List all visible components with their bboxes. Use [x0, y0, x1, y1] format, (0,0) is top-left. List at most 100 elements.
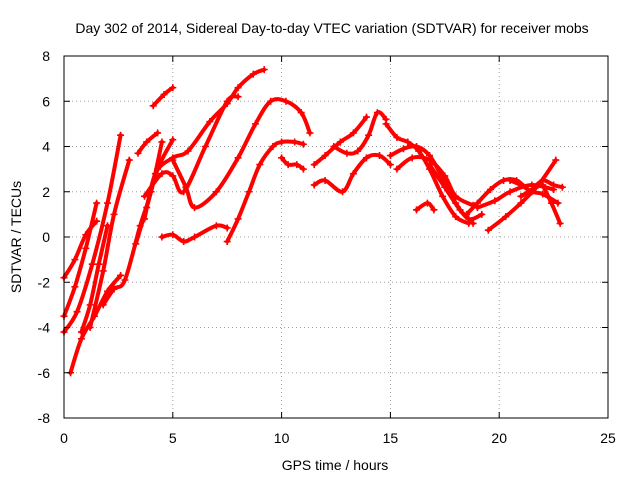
data-point — [393, 165, 401, 173]
data-point — [517, 181, 525, 189]
data-point — [528, 185, 536, 193]
data-point — [223, 224, 231, 232]
data-point — [339, 188, 347, 196]
data-point — [260, 66, 268, 74]
data-point — [413, 143, 421, 150]
data-point — [399, 145, 407, 153]
data-point — [306, 129, 314, 137]
data-point — [484, 226, 492, 234]
data-point — [82, 244, 90, 252]
data-point — [169, 84, 177, 92]
data-point — [158, 233, 166, 241]
data-point — [439, 192, 447, 200]
data-point — [169, 172, 177, 180]
data-point — [234, 84, 242, 92]
data-point — [104, 199, 112, 207]
data-point — [267, 97, 275, 105]
data-point — [452, 192, 460, 200]
y-tick-label: -6 — [38, 365, 51, 381]
data-point — [430, 206, 438, 214]
y-tick-label: 0 — [42, 229, 50, 245]
data-point — [99, 267, 107, 275]
y-tick-label: 6 — [42, 93, 50, 109]
data-point — [249, 70, 257, 78]
series-arc-f — [88, 158, 132, 330]
data-point — [149, 102, 157, 110]
data-point — [478, 210, 486, 218]
data-point — [117, 271, 125, 279]
data-point — [463, 210, 471, 218]
data-point — [506, 188, 514, 196]
data-point — [93, 199, 101, 207]
data-point — [491, 197, 499, 205]
y-tick-label: 8 — [42, 48, 50, 64]
data-point — [71, 283, 79, 291]
data-point — [141, 215, 149, 223]
data-point — [121, 276, 129, 284]
data-point — [125, 156, 133, 164]
data-point — [330, 143, 338, 150]
data-point — [547, 199, 555, 207]
grid — [64, 56, 608, 418]
y-axis-label: SDTVAR / TECUs — [8, 181, 24, 293]
y-tick-label: 2 — [42, 184, 50, 200]
data-point — [77, 335, 85, 343]
chart-title: Day 302 of 2014, Sidereal Day-to-day VTE… — [75, 20, 588, 36]
data-point — [86, 301, 94, 309]
plot-area — [60, 66, 566, 377]
series-arc-c — [62, 201, 99, 319]
x-tick-label: 15 — [383, 430, 399, 446]
data-point — [362, 154, 370, 162]
data-point — [93, 217, 101, 225]
data-point — [73, 308, 81, 316]
y-tick-label: -4 — [38, 320, 51, 336]
data-point — [141, 192, 149, 200]
data-point — [382, 120, 390, 128]
data-point — [373, 109, 381, 117]
data-point — [245, 188, 253, 196]
data-point — [143, 138, 151, 146]
x-tick-label: 5 — [169, 430, 177, 446]
y-tick-label: 4 — [42, 139, 50, 155]
data-point — [117, 131, 125, 139]
data-point — [554, 199, 562, 207]
data-point — [502, 213, 510, 221]
y-tick-label: -8 — [38, 410, 51, 426]
series-arc-x — [427, 162, 476, 226]
data-point — [299, 165, 307, 173]
data-point — [452, 213, 460, 221]
data-point — [441, 172, 449, 180]
data-point — [134, 149, 142, 157]
data-point — [160, 90, 168, 98]
data-point — [71, 256, 79, 264]
data-point — [469, 219, 477, 227]
data-point — [212, 222, 220, 230]
series-arc-e — [79, 223, 110, 334]
data-point — [201, 143, 209, 150]
data-point — [456, 206, 464, 214]
data-point — [365, 131, 373, 139]
data-point — [158, 138, 166, 146]
series-arc-m — [170, 97, 312, 210]
data-point — [169, 136, 177, 144]
x-tick-label: 20 — [491, 430, 507, 446]
data-point — [278, 154, 286, 162]
data-point — [413, 206, 421, 214]
data-point — [191, 204, 199, 212]
data-point — [404, 138, 412, 146]
data-point — [393, 133, 401, 141]
data-point — [99, 301, 107, 309]
data-point — [110, 210, 118, 218]
data-point — [212, 188, 220, 196]
series-arc-d — [62, 219, 99, 280]
data-point — [423, 199, 431, 207]
data-point — [269, 143, 277, 150]
data-point — [206, 118, 214, 126]
data-point — [154, 129, 162, 137]
data-point — [343, 149, 351, 157]
data-point — [110, 285, 118, 293]
data-point — [88, 260, 96, 268]
data-point — [184, 147, 192, 155]
series-arc-w — [414, 201, 436, 212]
